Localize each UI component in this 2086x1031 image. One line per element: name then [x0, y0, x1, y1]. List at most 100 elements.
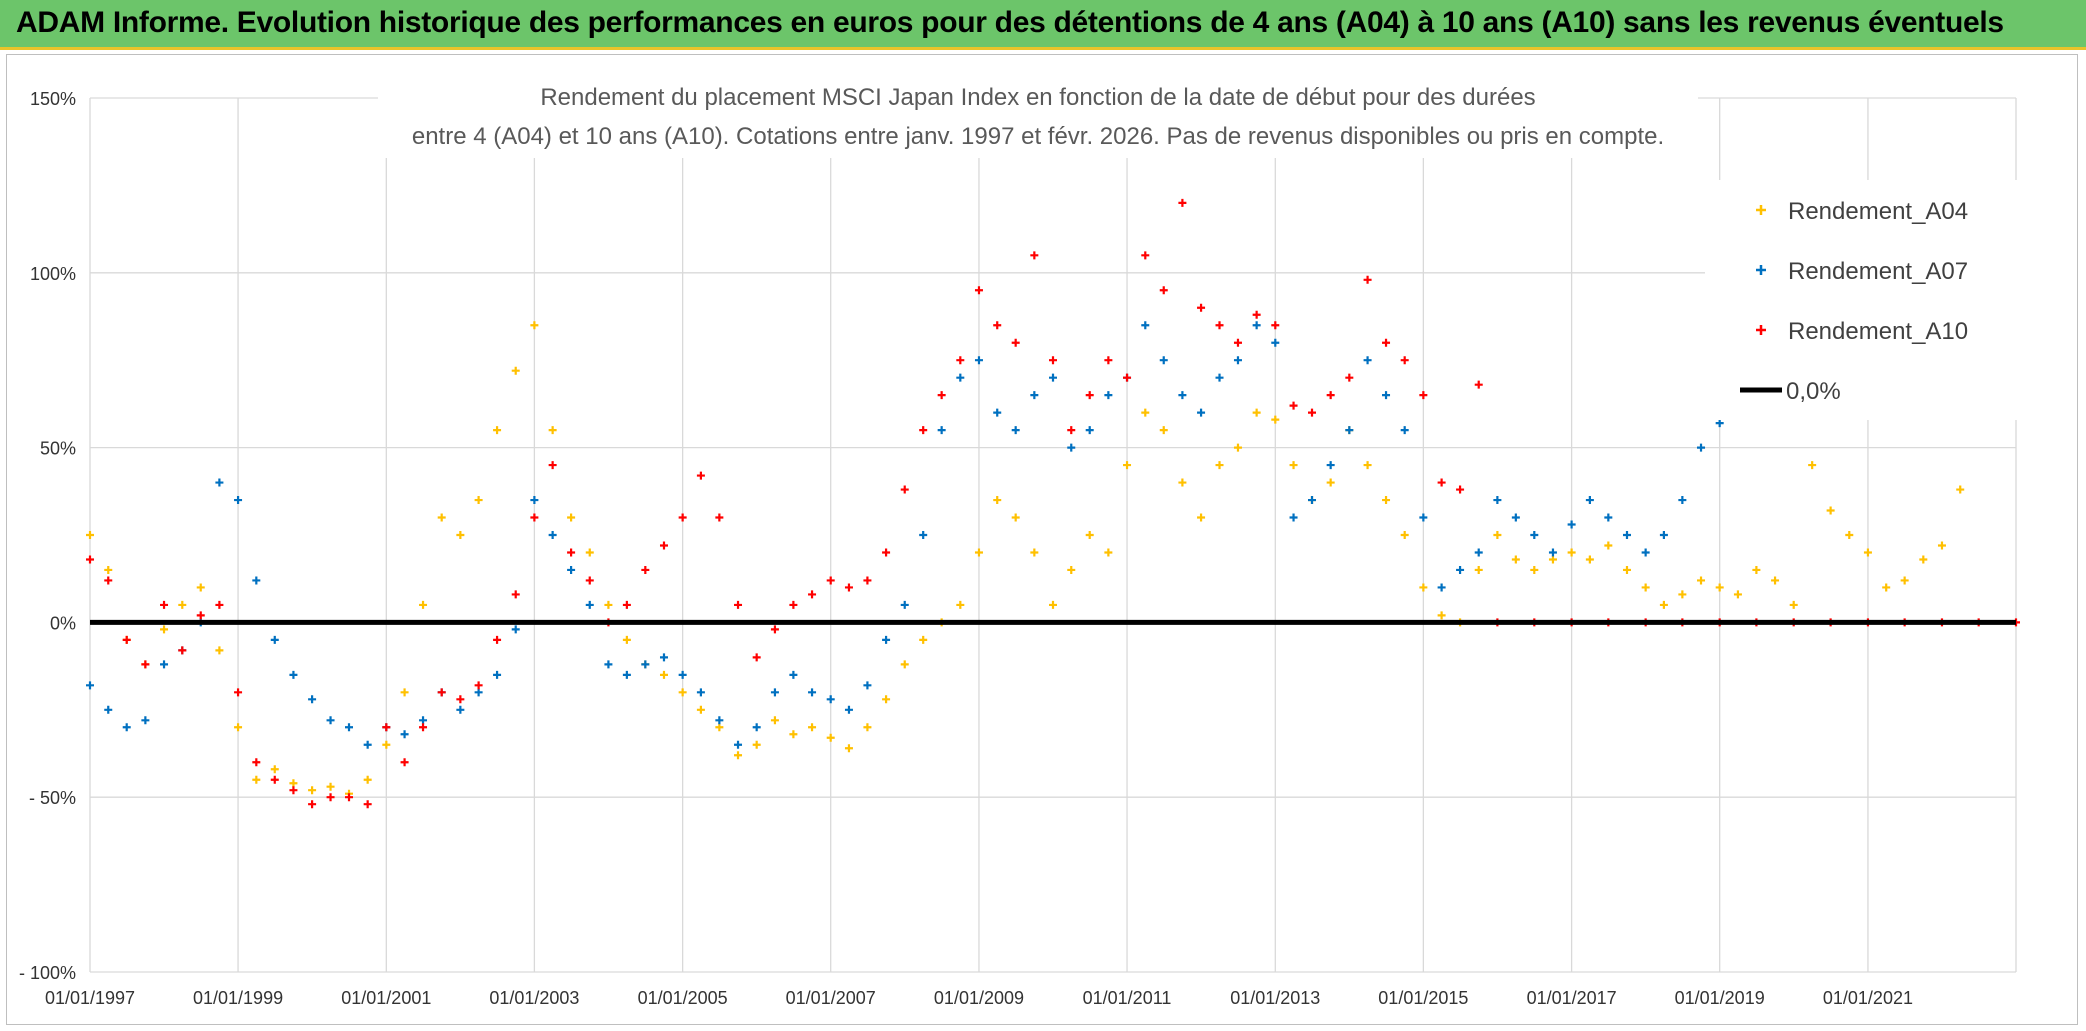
- data-point: [363, 800, 372, 809]
- data-point: [1567, 548, 1576, 557]
- data-point: [1437, 611, 1446, 620]
- data-point: [1659, 531, 1668, 539]
- data-point: [1215, 373, 1224, 382]
- data-point: [1863, 548, 1872, 557]
- data-point: [104, 705, 113, 714]
- data-point: [1067, 443, 1076, 452]
- data-point: [1345, 373, 1354, 382]
- data-point: [641, 565, 650, 574]
- chart-title-line2: entre 4 (A04) et 10 ans (A10). Cotations…: [412, 123, 1664, 150]
- data-point: [345, 793, 354, 802]
- data-point: [326, 716, 335, 725]
- data-point: [1345, 426, 1354, 435]
- data-point: [289, 779, 298, 788]
- legend-marker: [1756, 205, 1766, 215]
- data-point: [400, 730, 409, 739]
- data-point: [770, 688, 779, 697]
- data-point: [530, 321, 539, 330]
- data-point: [993, 496, 1002, 505]
- data-point: [548, 531, 557, 539]
- data-point: [696, 705, 705, 714]
- x-tick-label: 01/01/2015: [1378, 988, 1468, 1008]
- data-point: [567, 565, 576, 574]
- data-point: [1733, 590, 1742, 599]
- data-point: [511, 366, 520, 375]
- data-point: [641, 660, 650, 669]
- data-point: [900, 660, 909, 669]
- x-tick-label: 01/01/2001: [341, 988, 431, 1008]
- data-point: [1252, 321, 1261, 330]
- legend-marker: [1756, 325, 1766, 335]
- data-point: [567, 548, 576, 557]
- data-point: [622, 635, 631, 644]
- data-point: [141, 660, 150, 669]
- data-point: [1289, 513, 1298, 522]
- data-point: [308, 800, 317, 809]
- data-point: [1659, 600, 1668, 609]
- data-point: [585, 576, 594, 585]
- data-point: [678, 513, 687, 522]
- data-point: [956, 600, 965, 609]
- data-point: [1159, 356, 1168, 365]
- data-point: [86, 555, 94, 564]
- x-tick-label: 01/01/1997: [45, 988, 135, 1008]
- data-point: [844, 583, 853, 592]
- data-point: [1400, 356, 1409, 365]
- data-point: [215, 478, 224, 487]
- data-point: [1233, 443, 1242, 452]
- data-point: [1067, 565, 1076, 574]
- data-point: [1049, 373, 1057, 382]
- data-point: [456, 531, 465, 539]
- data-point: [1585, 496, 1594, 505]
- data-point: [1363, 356, 1372, 365]
- data-point: [659, 653, 668, 662]
- chart-title-background: [378, 78, 1698, 158]
- data-point: [548, 461, 557, 470]
- data-point: [1400, 426, 1409, 435]
- data-point: [1400, 531, 1409, 539]
- data-point: [1252, 310, 1261, 319]
- data-point: [882, 635, 891, 644]
- y-tick-label: 150%: [30, 89, 76, 109]
- data-point: [1049, 356, 1057, 365]
- data-point: [1697, 443, 1706, 452]
- data-point: [678, 670, 687, 679]
- data-point: [234, 723, 243, 732]
- data-point: [956, 373, 965, 382]
- data-point: [474, 681, 483, 690]
- data-point: [659, 541, 668, 550]
- data-point: [1141, 321, 1150, 330]
- data-point: [160, 600, 169, 609]
- legend-background: [1705, 180, 2020, 420]
- data-point: [1252, 408, 1261, 417]
- data-point: [178, 646, 187, 655]
- data-point: [1419, 583, 1428, 592]
- x-tick-label: 01/01/1999: [193, 988, 283, 1008]
- data-point: [900, 600, 909, 609]
- data-point: [1363, 275, 1372, 284]
- data-point: [1456, 485, 1465, 494]
- data-point: [1104, 391, 1113, 400]
- data-point: [567, 513, 576, 522]
- data-point: [937, 426, 946, 435]
- data-point: [770, 716, 779, 725]
- data-point: [1271, 321, 1280, 330]
- data-point: [1233, 356, 1242, 365]
- data-point: [326, 782, 335, 791]
- data-point: [270, 765, 279, 774]
- data-point: [826, 733, 835, 742]
- data-point: [289, 786, 298, 795]
- data-point: [1530, 531, 1539, 539]
- data-point: [400, 688, 409, 697]
- data-point: [1937, 541, 1946, 550]
- data-point: [493, 635, 502, 644]
- data-point: [1030, 251, 1039, 260]
- data-point: [160, 625, 169, 634]
- data-point: [400, 758, 409, 767]
- data-point: [196, 611, 205, 620]
- data-point: [1530, 565, 1539, 574]
- data-point: [1159, 286, 1168, 295]
- data-point: [456, 695, 465, 704]
- data-point: [1326, 391, 1335, 400]
- data-point: [1808, 461, 1817, 470]
